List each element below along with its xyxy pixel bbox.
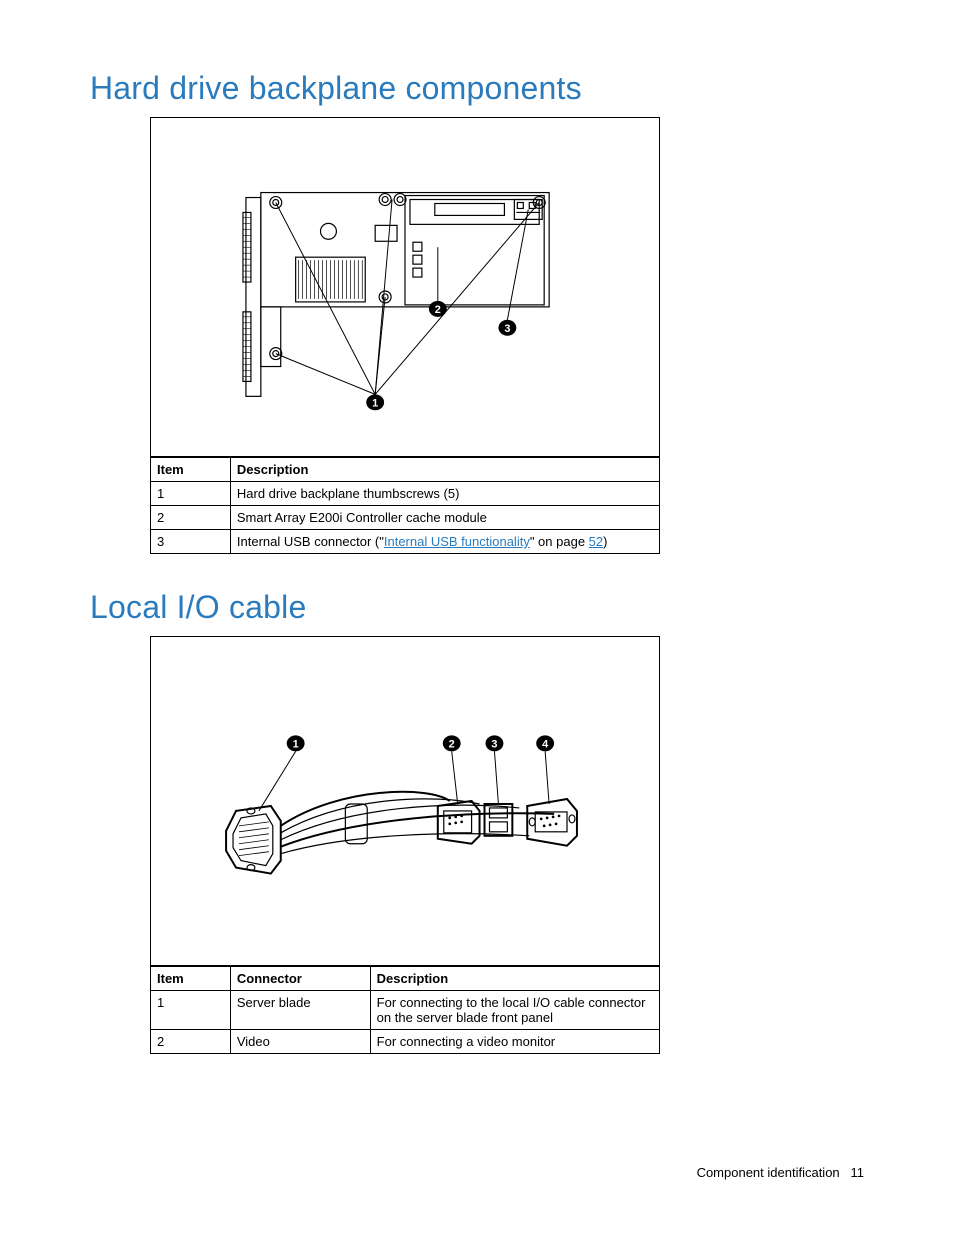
table-row: 1 Hard drive backplane thumbscrews (5) [151, 482, 660, 506]
figure-io-cable: 1 2 3 4 [150, 636, 660, 966]
cell-desc: For connecting to the local I/O cable co… [370, 991, 659, 1030]
figure-backplane-svg: 1 2 3 [151, 118, 659, 456]
cell-connector: Video [230, 1030, 370, 1054]
link-page-52[interactable]: 52 [589, 534, 603, 549]
table-row: 2 Video For connecting a video monitor [151, 1030, 660, 1054]
cell-item: 1 [151, 991, 231, 1030]
table-backplane: Item Description 1 Hard drive backplane … [150, 457, 660, 554]
callout-2: 2 [429, 301, 447, 317]
svg-text:3: 3 [504, 323, 510, 335]
th-description: Description [370, 967, 659, 991]
callout-1: 1 [287, 735, 305, 751]
cell-desc: Internal USB connector ("Internal USB fu… [230, 530, 659, 554]
heading-backplane: Hard drive backplane components [90, 70, 864, 107]
callout-1: 1 [366, 394, 384, 410]
connector-server-blade [226, 806, 281, 874]
callout-2: 2 [443, 735, 461, 751]
link-internal-usb[interactable]: Internal USB functionality [384, 534, 530, 549]
table-row: 2 Smart Array E200i Controller cache mod… [151, 506, 660, 530]
connector-serial [527, 799, 577, 846]
cell-connector: Server blade [230, 991, 370, 1030]
cell-item: 2 [151, 1030, 231, 1054]
cell-desc: Smart Array E200i Controller cache modul… [230, 506, 659, 530]
th-item: Item [151, 458, 231, 482]
heading-io-cable: Local I/O cable [90, 589, 864, 626]
svg-text:4: 4 [542, 738, 549, 750]
callout-4: 4 [536, 735, 554, 751]
connector-video [438, 801, 480, 844]
cell-item: 3 [151, 530, 231, 554]
svg-text:3: 3 [491, 738, 497, 750]
th-connector: Connector [230, 967, 370, 991]
table-row: 1 Server blade For connecting to the loc… [151, 991, 660, 1030]
cell-item: 1 [151, 482, 231, 506]
callout-3: 3 [498, 320, 516, 336]
cell-item: 2 [151, 506, 231, 530]
footer-page-number: 11 [851, 1165, 865, 1180]
svg-text:2: 2 [449, 738, 455, 750]
svg-text:1: 1 [293, 738, 299, 750]
figure-backplane: 1 2 3 [150, 117, 660, 457]
th-item: Item [151, 967, 231, 991]
svg-text:1: 1 [372, 397, 378, 409]
connector-usb [485, 804, 513, 836]
table-io-cable: Item Connector Description 1 Server blad… [150, 966, 660, 1054]
callout-3: 3 [486, 735, 504, 751]
figure-io-cable-svg: 1 2 3 4 [151, 637, 659, 965]
cell-desc: For connecting a video monitor [370, 1030, 659, 1054]
page-footer: Component identification 11 [697, 1165, 864, 1180]
footer-section: Component identification [697, 1165, 840, 1180]
th-description: Description [230, 458, 659, 482]
svg-text:2: 2 [435, 304, 441, 316]
cell-desc: Hard drive backplane thumbscrews (5) [230, 482, 659, 506]
table-row: 3 Internal USB connector ("Internal USB … [151, 530, 660, 554]
